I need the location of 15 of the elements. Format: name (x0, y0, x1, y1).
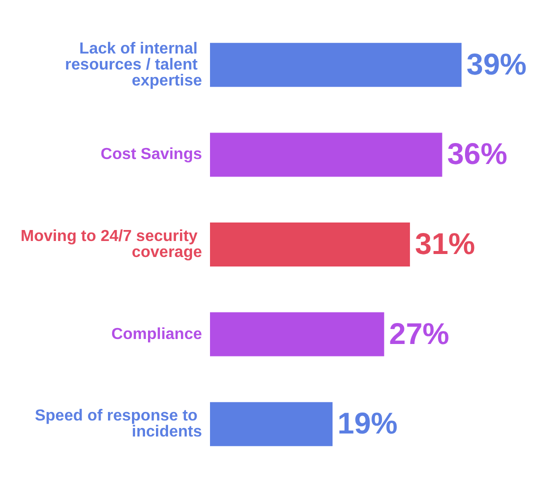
bar (210, 402, 333, 446)
y-tick-label: Moving to 24/7 security coverage (20, 228, 202, 261)
bar (210, 42, 462, 87)
bar (210, 132, 442, 177)
bar (210, 312, 384, 356)
data-label: 39% (466, 48, 527, 82)
bar (210, 222, 410, 266)
data-label: 36% (447, 138, 508, 172)
y-tick-label: Speed of response to incidents (34, 408, 202, 441)
y-tick-label: Cost Savings (100, 146, 202, 164)
data-label: 19% (338, 408, 398, 441)
y-tick-label: Compliance (111, 326, 202, 343)
y-tick-label: Lack of internal resources / talent expertise (65, 40, 202, 90)
data-label: 27% (389, 318, 450, 351)
data-label: 31% (414, 228, 475, 261)
